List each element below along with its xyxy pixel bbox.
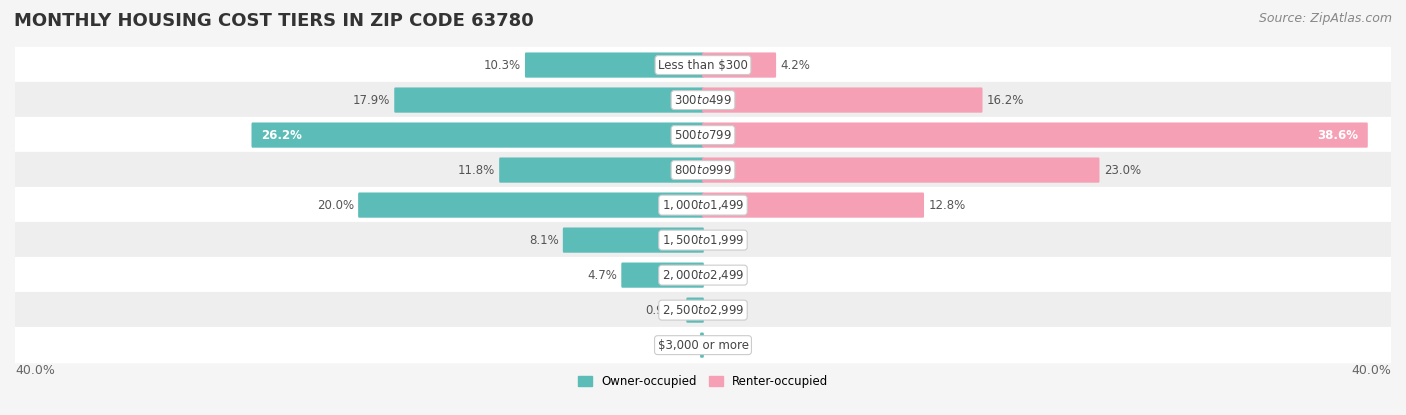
Text: 40.0%: 40.0% [1351,364,1391,377]
Text: $2,000 to $2,499: $2,000 to $2,499 [662,268,744,282]
Text: Source: ZipAtlas.com: Source: ZipAtlas.com [1258,12,1392,25]
FancyBboxPatch shape [686,298,704,323]
Text: MONTHLY HOUSING COST TIERS IN ZIP CODE 63780: MONTHLY HOUSING COST TIERS IN ZIP CODE 6… [14,12,534,30]
Text: Less than $300: Less than $300 [658,59,748,71]
Text: $2,500 to $2,999: $2,500 to $2,999 [662,303,744,317]
FancyBboxPatch shape [359,193,704,218]
FancyBboxPatch shape [252,122,704,148]
FancyBboxPatch shape [14,222,1392,258]
Text: 0.12%: 0.12% [658,339,696,352]
FancyBboxPatch shape [14,257,1392,293]
Text: 40.0%: 40.0% [15,364,55,377]
FancyBboxPatch shape [700,332,704,358]
FancyBboxPatch shape [14,187,1392,223]
FancyBboxPatch shape [621,263,704,288]
Text: $1,000 to $1,499: $1,000 to $1,499 [662,198,744,212]
FancyBboxPatch shape [524,52,704,78]
FancyBboxPatch shape [702,193,924,218]
Text: $300 to $499: $300 to $499 [673,93,733,107]
FancyBboxPatch shape [702,52,776,78]
FancyBboxPatch shape [702,122,1368,148]
Text: 0.0%: 0.0% [709,339,738,352]
Text: $1,500 to $1,999: $1,500 to $1,999 [662,233,744,247]
Text: $3,000 or more: $3,000 or more [658,339,748,352]
Text: 0.92%: 0.92% [645,304,682,317]
FancyBboxPatch shape [562,227,704,253]
FancyBboxPatch shape [14,47,1392,83]
Text: 17.9%: 17.9% [353,93,389,107]
Text: 12.8%: 12.8% [928,199,966,212]
Text: 0.0%: 0.0% [709,234,738,247]
FancyBboxPatch shape [499,157,704,183]
FancyBboxPatch shape [14,292,1392,328]
Text: $800 to $999: $800 to $999 [673,164,733,177]
Text: 38.6%: 38.6% [1317,129,1358,142]
Legend: Owner-occupied, Renter-occupied: Owner-occupied, Renter-occupied [578,375,828,388]
Text: 10.3%: 10.3% [484,59,520,71]
Text: 0.0%: 0.0% [709,269,738,282]
Text: 11.8%: 11.8% [457,164,495,177]
FancyBboxPatch shape [702,88,983,112]
Text: 23.0%: 23.0% [1104,164,1140,177]
FancyBboxPatch shape [14,152,1392,188]
FancyBboxPatch shape [14,82,1392,118]
Text: 0.0%: 0.0% [709,304,738,317]
Text: 16.2%: 16.2% [987,93,1024,107]
FancyBboxPatch shape [14,117,1392,153]
FancyBboxPatch shape [14,327,1392,364]
FancyBboxPatch shape [394,88,704,112]
Text: 26.2%: 26.2% [262,129,302,142]
Text: 4.2%: 4.2% [780,59,810,71]
FancyBboxPatch shape [702,157,1099,183]
Text: 20.0%: 20.0% [316,199,354,212]
Text: 4.7%: 4.7% [588,269,617,282]
Text: 8.1%: 8.1% [529,234,558,247]
Text: $500 to $799: $500 to $799 [673,129,733,142]
